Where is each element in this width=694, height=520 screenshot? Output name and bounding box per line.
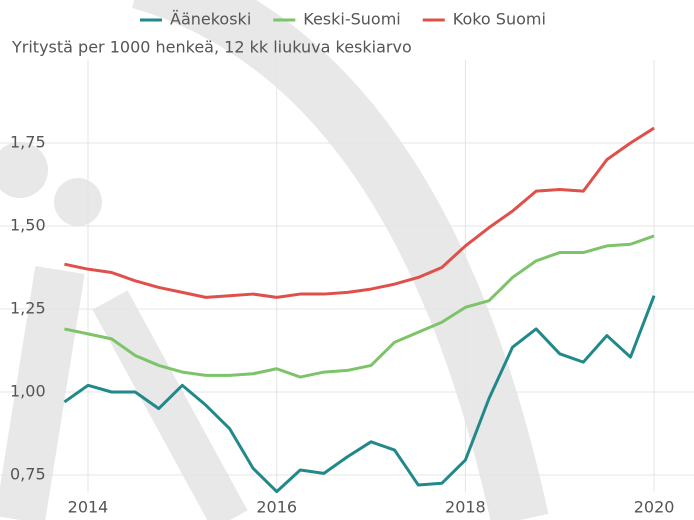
y-tick-label: 1,25 [10,299,46,318]
y-tick-label: 1,00 [10,382,46,401]
chart: Yritystä per 1000 henkeä, 12 kk liukuva … [0,0,694,520]
x-tick-label: 2020 [634,498,675,517]
y-tick-label: 1,50 [10,216,46,235]
legend-label: Äänekoski [170,10,251,29]
y-tick-label: 1,75 [10,133,46,152]
y-tick-label: 0,75 [10,465,46,484]
background-dot [54,178,102,226]
x-tick-label: 2018 [445,498,486,517]
subtitle: Yritystä per 1000 henkeä, 12 kk liukuva … [11,38,412,57]
x-tick-label: 2014 [68,498,109,517]
legend-label: Keski-Suomi [303,10,400,29]
legend: Äänekoski Keski-Suomi Koko Suomi [140,10,546,29]
x-tick-label: 2016 [256,498,297,517]
legend-label: Koko Suomi [453,10,546,29]
background-logo [20,0,520,520]
